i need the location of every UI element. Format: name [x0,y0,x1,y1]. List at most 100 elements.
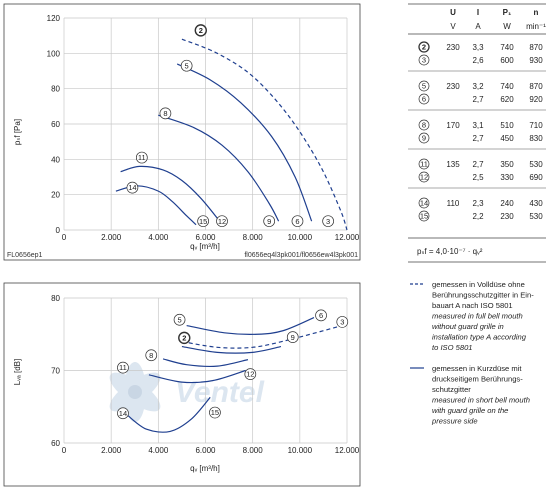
x-tick-label: 8.000 [243,233,264,242]
svg-text:135: 135 [446,160,460,169]
x-tick-label: 12.000 [335,233,360,242]
svg-text:11: 11 [138,153,146,162]
table-row: 12 2,5 330 690 [418,171,543,183]
svg-text:2,7: 2,7 [472,95,484,104]
svg-text:5: 5 [185,61,189,70]
table-row: 14 110 2,3 240 430 [418,197,543,209]
curve-marker-3: 3 [322,215,334,228]
svg-text:8: 8 [149,351,153,360]
legend-solid-text: gemessen in Kurzdüse mit druckseitigem Be… [431,364,530,426]
curve-marker-15: 15 [197,215,209,228]
svg-text:15: 15 [199,217,207,226]
legend: gemessen in Volldüse ohne Berührungsschut… [410,280,534,426]
x-tick-label: 0 [62,233,67,242]
svg-text:9: 9 [291,333,295,342]
watermark-text: Ventel [175,376,265,409]
x-tick-label: 10.000 [288,233,313,242]
table-header: I [477,8,479,17]
pressure-formula: pₛf = 4,0·10⁻⁷ · qᵥ² [417,247,483,256]
curve-14 [127,396,211,433]
noise-chart-border [3,282,361,487]
noise-tick-labels: 0 2.000 4.000 6.000 8.000 10.000 12.000 60 70 80 [51,294,360,455]
curve-8 [158,114,280,222]
pressure-curve-markers: 2 5 8 11 14 15 12 9 6 3 [126,24,334,228]
curve-6 [186,317,315,335]
x-tick-label: 0 [62,446,67,455]
curve-8 [162,358,249,368]
noise-curves [127,317,343,433]
pressure-x-axis-label: qᵥ [m³/h] [190,242,220,251]
legend-line-en: pressure side [431,417,478,426]
svg-text:620: 620 [500,95,514,104]
y-tick-label: 80 [51,85,60,94]
legend-line-en: measured in full bell mouth [432,312,523,321]
svg-text:14: 14 [420,199,428,208]
pressure-chart: 0 2.000 4.000 6.000 8.000 10.000 12.000 0 20 40 60… [3,3,361,261]
svg-text:11: 11 [420,160,428,169]
svg-text:690: 690 [529,173,543,182]
curve-5 [176,63,313,222]
svg-text:2,7: 2,7 [472,134,484,143]
table-row: 9 2,7 450 830 [418,132,543,144]
y-tick-label: 60 [51,120,60,129]
svg-text:170: 170 [446,121,460,130]
svg-text:2: 2 [199,26,203,35]
curve-marker-14: 14 [126,181,139,194]
x-tick-label: 10.000 [288,446,313,455]
noise-grid [63,297,348,444]
watermark-fan-icon [109,362,161,422]
svg-text:3: 3 [422,56,426,65]
svg-text:2,5: 2,5 [472,173,484,182]
curve-marker-5: 5 [173,313,186,326]
svg-text:12: 12 [218,217,226,226]
curve-marker-3: 3 [336,316,349,328]
svg-text:450: 450 [500,134,514,143]
y-tick-label: 120 [47,14,61,23]
x-tick-label: 2.000 [101,233,122,242]
noise-y-axis-label: Lᵥₐ [dB] [13,359,22,385]
curve-2 [181,38,348,231]
svg-text:5: 5 [422,82,426,91]
x-tick-label: 12.000 [335,446,360,455]
svg-text:740: 740 [500,43,514,52]
curve-marker-8: 8 [159,107,172,120]
curve-marker-9: 9 [263,215,276,228]
svg-text:12: 12 [420,173,428,182]
table-header: P₁ [503,8,512,17]
legend-line: druckseitigem Berührungs- [432,375,523,384]
svg-text:15: 15 [211,408,219,417]
svg-text:710: 710 [529,121,543,130]
svg-text:6: 6 [422,95,426,104]
table-row: 2 230 3,3 740 870 [418,41,543,53]
svg-text:530: 530 [529,212,543,221]
svg-text:8: 8 [163,109,167,118]
svg-text:2: 2 [422,43,426,52]
curve-marker-6: 6 [315,309,327,322]
table-unit: W [503,22,511,31]
legend-line-en: installation type A according [432,333,527,342]
svg-text:6: 6 [319,311,323,320]
x-tick-label: 4.000 [148,446,169,455]
svg-text:2,6: 2,6 [472,56,484,65]
pressure-tick-labels: 0 2.000 4.000 6.000 8.000 10.000 12.000 0 20 40 60… [47,14,360,242]
curve-marker-5: 5 [180,59,193,72]
curve-marker-8: 8 [145,349,158,362]
svg-text:230: 230 [446,82,460,91]
table-row: 8 170 3,1 510 710 [418,119,543,131]
table-row: 6 2,7 620 920 [418,93,543,105]
pressure-footer-right: fl0656eq4l3pk001/fl0656ew4l3pk001 [244,252,358,259]
pressure-chart-border [3,3,361,261]
noise-x-axis-label: qᵥ [m³/h] [190,464,220,473]
svg-text:740: 740 [500,82,514,91]
curve-marker-14: 14 [117,407,129,420]
x-tick-label: 4.000 [148,233,169,242]
svg-text:430: 430 [529,199,543,208]
svg-text:350: 350 [500,160,514,169]
y-tick-label: 60 [51,439,60,448]
table-header: n [534,8,539,17]
table-row: 15 2,2 230 530 [418,210,543,222]
curve-marker-12: 12 [244,368,257,380]
pressure-curves [115,38,348,231]
table-unit: V [450,22,456,31]
